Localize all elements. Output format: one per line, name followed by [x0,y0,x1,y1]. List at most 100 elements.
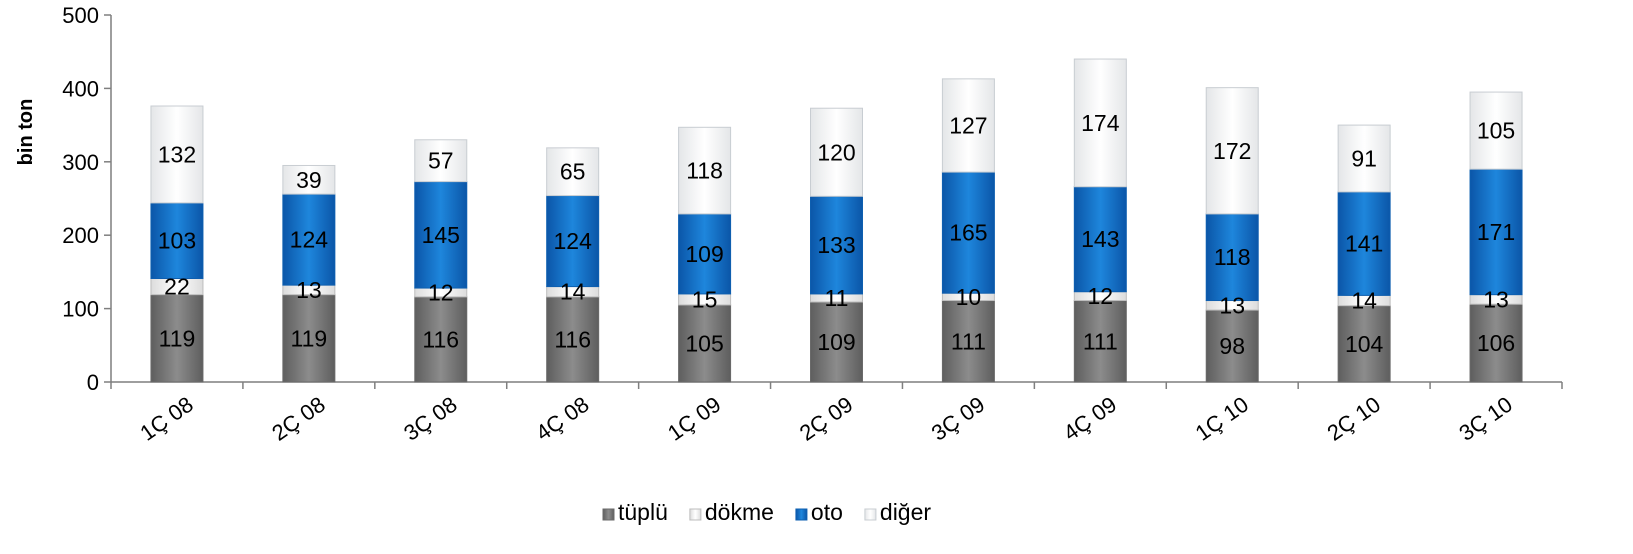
y-tick-label: 0 [87,370,99,395]
x-tick-label: 2Ç 08 [267,392,329,446]
data-label-oto-1c-10: 118 [1214,244,1251,270]
data-label-dokme-3c-08: 12 [428,279,454,305]
y-tick-label: 400 [62,76,99,101]
data-label-oto-3c-09: 165 [949,220,987,246]
axes: 0 100 200 300 400 500 bin ton 1Ç 08 2Ç 08 3Ç 08 4Ç… [15,3,1563,446]
legend-label-dokme: dökme [705,499,774,525]
x-tick-label: 2Ç 10 [1323,392,1385,446]
legend-swatch-oto [795,508,808,521]
data-label-diger-3c-08: 57 [428,148,454,174]
y-tick-label: 100 [62,297,99,322]
data-label-tuplu-3c-09: 111 [951,328,986,354]
data-label-tuplu-4c-08: 116 [554,326,591,352]
data-label-dokme-3c-10: 13 [1483,286,1509,312]
data-label-dokme-2c-08: 13 [296,277,322,303]
bar-segment-diger-3c-09 [941,78,995,173]
x-tick-label: 3Ç 09 [927,392,989,446]
data-label-tuplu-2c-08: 119 [291,325,328,351]
bar-segment-tuplu-1c-08 [150,294,204,383]
legend: tüplü dökme oto diğer [602,499,931,525]
data-labels: 119 22 103 132 119 13 124 39 116 12 145 57 116 14 124 6… [158,110,1515,359]
data-label-tuplu-1c-09: 105 [685,330,723,356]
data-label-tuplu-2c-09: 109 [817,329,855,355]
data-label-diger-4c-09: 174 [1081,110,1120,136]
data-label-oto-2c-08: 124 [290,227,329,253]
bar-segment-tuplu-2c-08 [282,294,336,383]
bar-segment-diger-2c-08 [282,164,336,195]
x-tick-label: 1Ç 08 [135,392,197,446]
bar-segment-diger-4c-08 [546,147,600,197]
x-tick-label: 4Ç 09 [1059,392,1121,446]
bar-segment-diger-1c-10 [1205,87,1259,215]
bar-segment-tuplu-4c-08 [546,296,600,383]
legend-swatch-dokme [689,508,702,521]
bar-segment-tuplu-2c-09 [810,301,863,383]
data-label-dokme-4c-09: 12 [1088,283,1114,309]
data-label-oto-4c-08: 124 [553,228,592,254]
data-label-diger-2c-09: 120 [817,139,855,165]
data-label-dokme-2c-10: 14 [1351,288,1377,314]
bar-segment-oto-1c-09 [678,213,732,295]
data-label-oto-1c-09: 109 [685,241,723,267]
legend-label-oto: oto [811,499,843,525]
x-tick-label: 1Ç 10 [1191,392,1253,446]
data-label-dokme-3c-09: 10 [956,284,982,310]
y-tick-label: 200 [62,223,99,248]
legend-swatch-diger [864,508,877,521]
data-label-oto-1c-08: 103 [158,228,196,254]
data-label-diger-1c-08: 132 [158,141,196,167]
x-tick-label: 4Ç 08 [531,392,593,446]
data-label-diger-1c-10: 172 [1213,138,1251,164]
data-label-tuplu-2c-10: 104 [1345,331,1384,357]
x-tick-label: 2Ç 09 [795,392,857,446]
y-tick-label: 300 [62,150,99,175]
data-label-diger-3c-09: 127 [949,112,987,138]
x-tick-label: 3Ç 10 [1454,392,1516,446]
bar-segment-oto-1c-08 [150,202,204,280]
data-label-dokme-1c-10: 13 [1219,292,1245,318]
data-label-diger-2c-10: 91 [1351,145,1377,171]
bar-segment-diger-1c-08 [150,105,204,204]
data-label-diger-4c-08: 65 [560,159,586,185]
y-axis-title: bin ton [15,99,37,166]
data-label-oto-4c-09: 143 [1081,226,1119,252]
data-label-dokme-1c-09: 15 [692,286,718,312]
bar-segment-diger-1c-09 [678,126,732,215]
bar-segment-tuplu-4c-09 [1073,300,1127,383]
bar-segment-diger-2c-09 [810,107,863,197]
x-tick-label: 3Ç 08 [399,392,461,446]
bar-segment-tuplu-1c-09 [678,304,732,383]
data-label-tuplu-3c-10: 106 [1477,330,1515,356]
data-label-oto-3c-08: 145 [422,222,460,248]
bar-segment-tuplu-3c-08 [414,296,468,383]
data-label-dokme-2c-09: 11 [825,285,849,311]
data-label-dokme-1c-08: 22 [164,274,190,300]
data-label-tuplu-4c-09: 111 [1083,328,1118,354]
data-label-dokme-4c-08: 14 [560,279,586,305]
data-label-tuplu-1c-10: 98 [1219,333,1245,359]
bars [150,58,1523,383]
data-label-oto-2c-10: 141 [1345,231,1383,257]
bar-segment-oto-4c-08 [546,195,600,288]
bar-segment-diger-2c-10 [1337,124,1391,193]
bar-segment-oto-3c-08 [414,181,468,289]
data-label-diger-3c-10: 105 [1477,118,1515,144]
bar-segment-diger-3c-10 [1469,91,1523,170]
data-label-oto-3c-10: 171 [1477,219,1515,245]
bar-segment-diger-4c-09 [1073,58,1127,188]
legend-label-diger: diğer [880,499,931,525]
bar-segment-tuplu-3c-10 [1469,303,1523,383]
data-label-diger-1c-09: 118 [686,158,723,184]
x-tick-label: 1Ç 09 [663,392,725,446]
data-label-tuplu-1c-08: 119 [159,325,196,351]
data-label-diger-2c-08: 39 [296,167,322,193]
bar-segment-tuplu-2c-10 [1337,305,1391,383]
data-label-oto-2c-09: 133 [817,232,855,258]
bar-segment-tuplu-3c-09 [941,300,995,383]
data-label-tuplu-3c-08: 116 [422,326,459,352]
legend-label-tuplu: tüplü [618,499,668,525]
bar-segment-diger-3c-08 [414,139,468,183]
y-tick-label: 500 [62,3,99,28]
legend-swatch-tuplu [602,508,615,521]
